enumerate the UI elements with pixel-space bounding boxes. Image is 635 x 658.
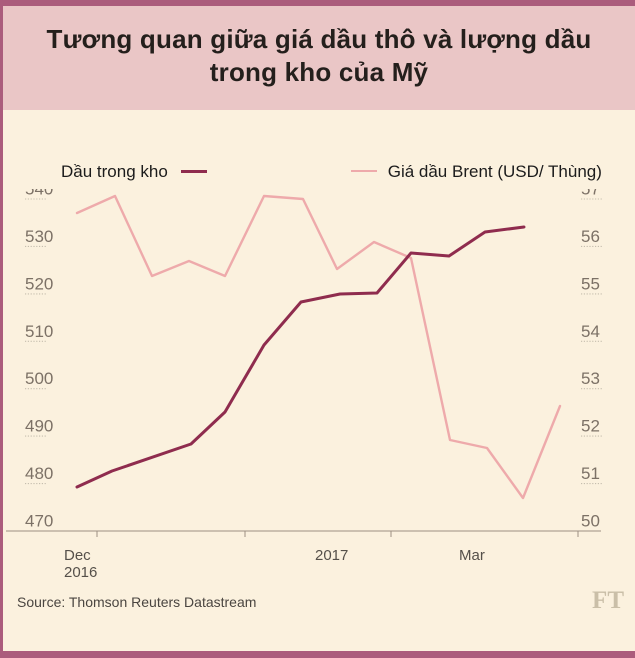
svg-text:54: 54: [581, 322, 600, 341]
svg-text:470: 470: [25, 512, 53, 531]
svg-text:53: 53: [581, 369, 600, 388]
svg-text:52: 52: [581, 417, 600, 436]
svg-text:57: 57: [581, 189, 600, 199]
svg-text:510: 510: [25, 322, 53, 341]
svg-text:490: 490: [25, 417, 53, 436]
svg-text:Dec: Dec: [64, 547, 91, 564]
svg-text:55: 55: [581, 274, 600, 293]
svg-text:500: 500: [25, 369, 53, 388]
svg-text:2017: 2017: [315, 547, 348, 564]
svg-text:540: 540: [25, 189, 53, 199]
svg-text:530: 530: [25, 227, 53, 246]
svg-text:50: 50: [581, 512, 600, 531]
svg-text:480: 480: [25, 464, 53, 483]
svg-text:Mar: Mar: [459, 547, 485, 564]
svg-text:520: 520: [25, 274, 53, 293]
svg-text:56: 56: [581, 227, 600, 246]
svg-text:51: 51: [581, 464, 600, 483]
svg-text:2016: 2016: [64, 564, 97, 579]
